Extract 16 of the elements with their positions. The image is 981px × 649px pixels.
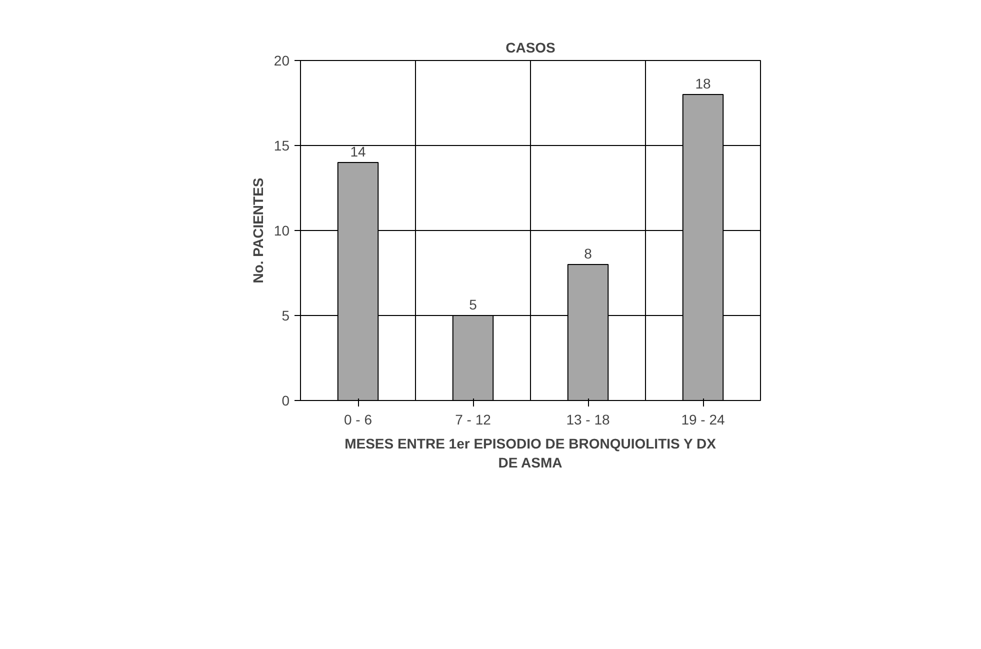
y-tick-label: 15 [274, 138, 290, 154]
data-label: 18 [695, 76, 711, 92]
y-tick-label: 10 [274, 222, 290, 238]
y-tick-label: 0 [282, 392, 290, 408]
y-tick-label: 20 [274, 52, 290, 68]
x-tick-label: 0 - 6 [344, 412, 372, 428]
x-tick-label: 13 - 18 [566, 412, 610, 428]
data-label: 14 [350, 144, 366, 160]
x-tick-label: 19 - 24 [681, 412, 726, 428]
y-axis-title: No. PACIENTES [250, 178, 266, 284]
x-tick-label: 7 - 12 [455, 412, 492, 428]
data-label: 5 [469, 296, 478, 312]
chart-title: CASOS [506, 40, 556, 56]
data-label: 8 [584, 246, 592, 262]
x-axis-title: MESES ENTRE 1er EPISODIO DE BRONQUIOLITIS Y DX DE ASMA [344, 436, 717, 471]
y-tick-label: 5 [282, 308, 290, 324]
